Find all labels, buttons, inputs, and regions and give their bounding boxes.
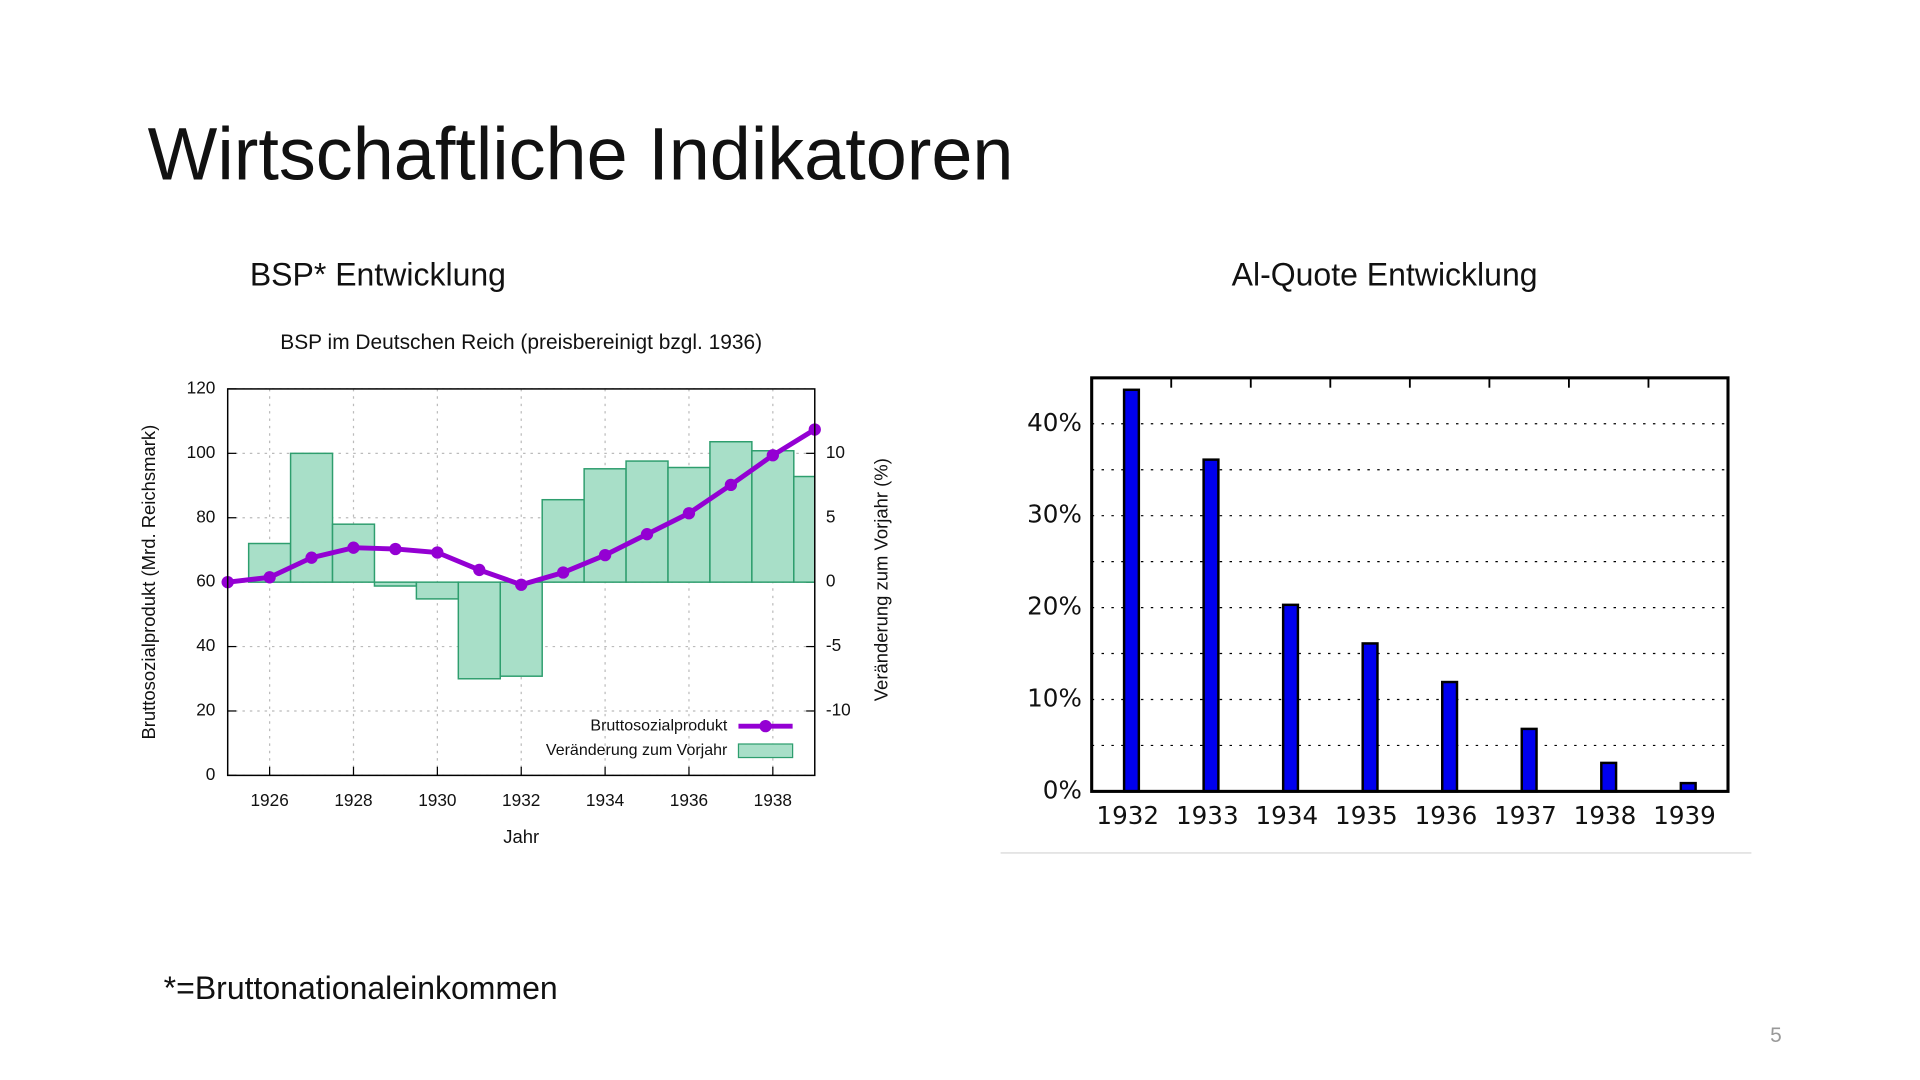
point: [305, 551, 318, 564]
x-axis-label: Jahr: [503, 826, 539, 847]
point: [473, 563, 486, 577]
y-tick-label: 120: [187, 377, 216, 397]
bar: [373, 581, 418, 587]
bar: [415, 581, 460, 600]
bar: [457, 581, 502, 680]
x-tick-label: 1938: [1574, 801, 1637, 830]
slide-title: Wirtschaftliche Indikatoren: [148, 112, 1014, 195]
y2-tick-label: -5: [826, 635, 841, 655]
y-tick-label: 20%: [1027, 592, 1082, 621]
bar: [499, 581, 543, 677]
plot-frame: [1090, 376, 1730, 793]
point: [389, 542, 402, 556]
legend-swatch: [759, 720, 772, 733]
x-tick-label: 1930: [418, 790, 456, 810]
chart-title: BSP im Deutschen Reich (preisbereinigt b…: [280, 331, 762, 354]
point: [263, 571, 276, 584]
legend-swatch: [737, 743, 794, 759]
x-tick-label: 1936: [670, 790, 708, 810]
x-tick-label: 1933: [1176, 801, 1239, 830]
bar: [625, 460, 669, 583]
y-tick-label: 80: [196, 506, 215, 526]
y-tick-label: 40%: [1027, 408, 1082, 437]
bar: [793, 475, 815, 583]
chart-heading: BSP* Entwicklung: [250, 256, 506, 292]
point: [431, 546, 444, 559]
y-tick-label: 40: [196, 635, 215, 655]
point: [347, 541, 360, 554]
y2-axis-label: Veränderung zum Vorjahr (%): [870, 458, 891, 701]
x-tick-label: 1936: [1415, 801, 1478, 830]
page-number: 5: [1770, 1024, 1782, 1047]
y2-tick-label: -10: [826, 700, 851, 720]
y-tick-label: 100: [187, 442, 216, 462]
bar: [1202, 458, 1220, 793]
x-tick-label: 1939: [1653, 801, 1716, 830]
x-tick-label: 1937: [1494, 801, 1557, 830]
y-tick-label: 20: [196, 700, 215, 720]
y-tick-label: 0: [206, 764, 216, 784]
y2-tick-label: 0: [826, 571, 836, 591]
plot-clip: [247, 441, 815, 680]
bar: [1441, 680, 1459, 793]
bar: [1122, 388, 1141, 793]
point: [515, 578, 528, 591]
point: [598, 548, 612, 562]
point: [682, 507, 696, 520]
y-tick-label: 0%: [1043, 775, 1082, 804]
chart-heading: Al-Quote Entwicklung: [1232, 256, 1538, 292]
bar: [1361, 642, 1379, 793]
x-tick-label: 1935: [1335, 801, 1398, 830]
plot-frame: [226, 388, 816, 777]
x-tick-label: 1932: [1096, 801, 1159, 830]
y-tick-label: 60: [196, 571, 215, 591]
x-tick-label: 1932: [502, 790, 540, 810]
x-tick-label: 1926: [250, 790, 288, 810]
bar: [709, 441, 753, 583]
y2-tick-label: 10: [826, 442, 845, 462]
bar: [667, 466, 711, 583]
y-axis-label: Bruttosozialprodukt (Mrd. Reichsmark): [138, 425, 159, 740]
legend-label: Veränderung zum Vorjahr: [546, 742, 728, 759]
x-tick-label: 1928: [334, 790, 372, 810]
x-tick-label: 1934: [586, 790, 625, 810]
legend-label: Bruttosozialprodukt: [590, 717, 728, 734]
point: [557, 566, 570, 579]
point: [724, 478, 738, 492]
bar: [1600, 761, 1618, 793]
bar: [1520, 727, 1538, 793]
footnote: *=Bruttonationaleinkommen: [164, 970, 558, 1006]
point: [766, 449, 779, 462]
bar: [751, 450, 795, 583]
y-tick-label: 30%: [1027, 500, 1082, 529]
x-tick-label: 1934: [1256, 801, 1319, 830]
y2-tick-label: 5: [826, 506, 836, 526]
bar: [583, 468, 627, 583]
bar: [1281, 603, 1300, 793]
x-tick-label: 1938: [754, 790, 792, 810]
point: [640, 528, 654, 541]
y-tick-label: 10%: [1027, 683, 1082, 712]
